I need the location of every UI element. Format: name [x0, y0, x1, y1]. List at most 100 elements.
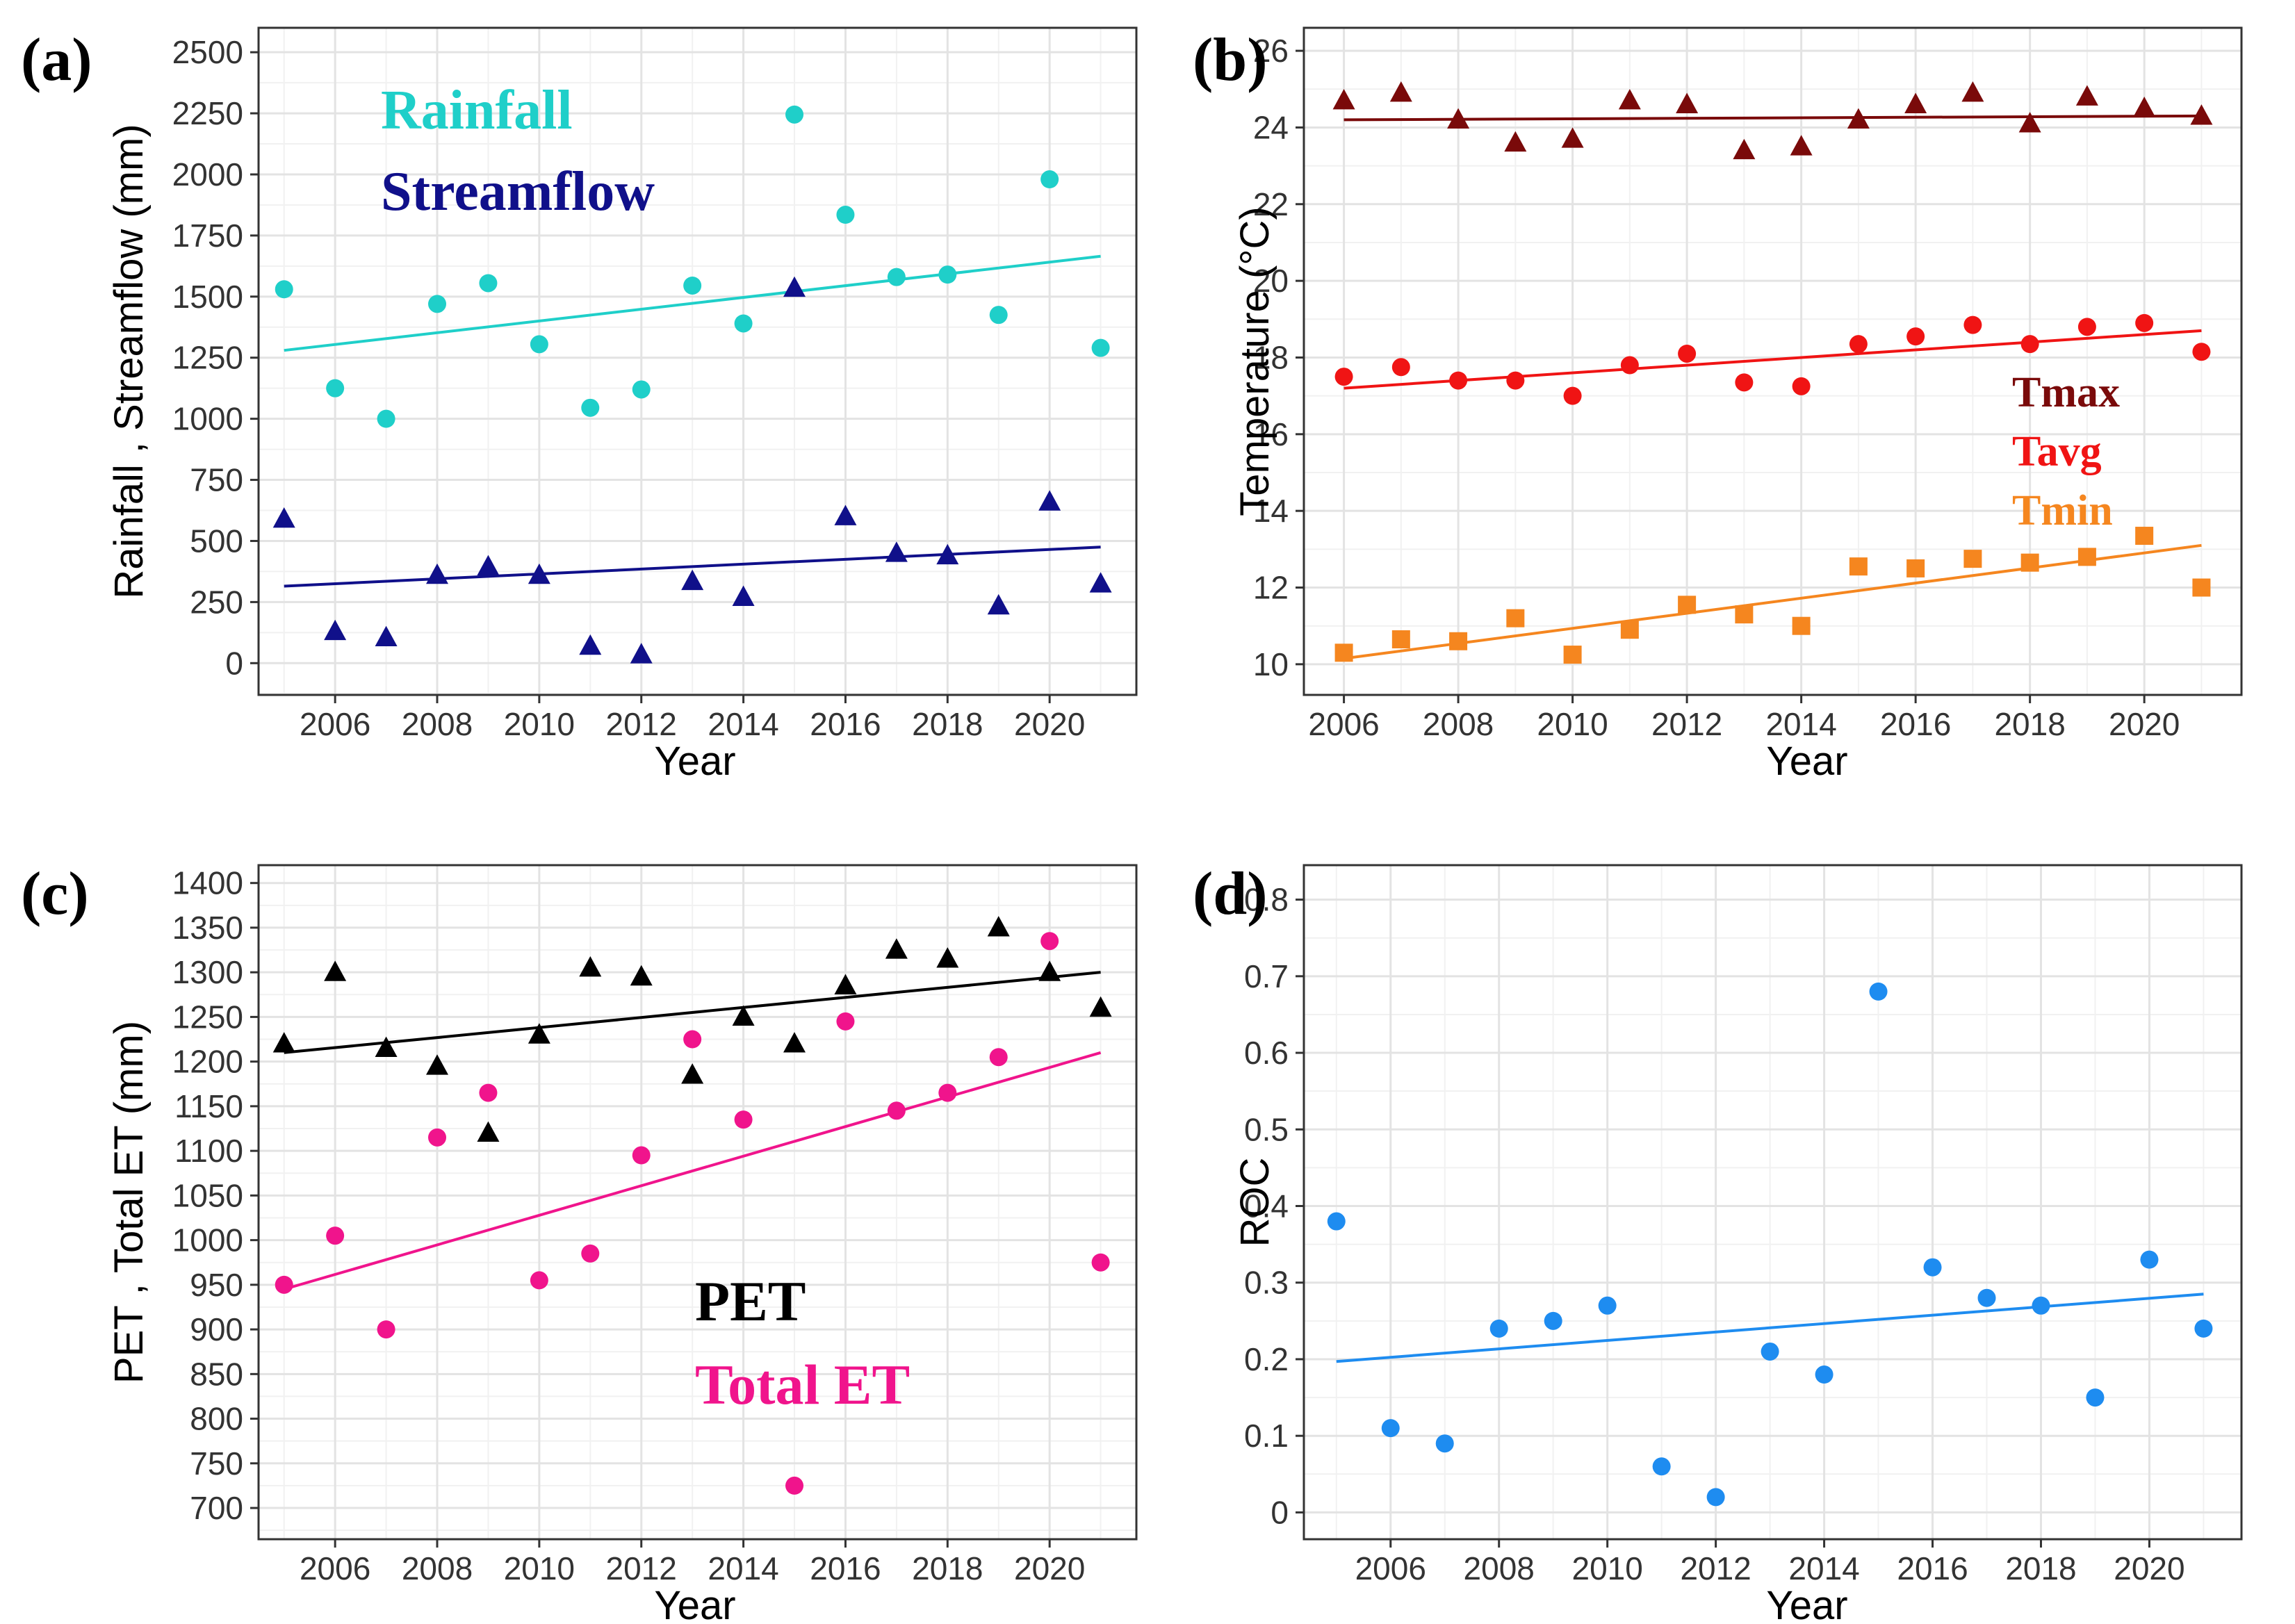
- data-point-tmin: [1563, 646, 1582, 664]
- data-point-tavg: [1620, 356, 1639, 375]
- data-point-roc: [1381, 1419, 1400, 1438]
- y-tick-label: 750: [190, 462, 243, 498]
- series-roc: [1327, 982, 2213, 1507]
- data-point-tavg: [1678, 344, 1697, 363]
- panel-label: (d): [1193, 860, 1268, 928]
- data-point-streamflow: [834, 505, 857, 525]
- data-point-streamflow: [885, 541, 908, 562]
- data-point-roc: [1761, 1342, 1779, 1361]
- data-point-tmin: [2135, 527, 2154, 546]
- data-point-roc: [1489, 1319, 1508, 1338]
- data-point-pet: [324, 960, 347, 981]
- y-tick-label: 0.5: [1244, 1111, 1289, 1147]
- data-point-pet: [477, 1121, 500, 1142]
- trend-line: [1343, 329, 2202, 390]
- data-point-tmax: [1904, 92, 1927, 113]
- data-point-streamflow: [426, 563, 449, 584]
- y-tick-label: 750: [190, 1445, 243, 1482]
- legend-tmin: Tmin: [2012, 487, 2113, 534]
- panel-d: 2006 2008 2010 2012 2014 2016 2018 2020 0 0.1 0.2 0…: [1193, 860, 2243, 1624]
- data-point-rainfall: [275, 280, 293, 299]
- data-point-streamflow: [528, 563, 550, 584]
- data-point-rainfall: [836, 206, 855, 224]
- data-point-tavg: [1563, 386, 1582, 405]
- data-point-pet: [681, 1063, 704, 1084]
- data-point-rainfall: [428, 295, 447, 313]
- data-point-rainfall: [530, 335, 548, 354]
- series-tmax: Tmax: [1332, 81, 2213, 416]
- y-tick-label: 26: [1253, 33, 1289, 69]
- x-tick-label: 2008: [1464, 1550, 1535, 1586]
- trend-line: [284, 254, 1101, 352]
- y-tick-label: 0: [225, 645, 243, 681]
- plot-frame: [257, 864, 1138, 1541]
- data-point-total-et: [938, 1083, 957, 1102]
- data-point-tavg: [1735, 373, 1754, 392]
- data-point-pet: [885, 938, 908, 959]
- y-tick-label: 12: [1253, 570, 1289, 606]
- data-point-total-et: [1091, 1253, 1110, 1272]
- plot-frame: [257, 26, 1138, 696]
- x-tick-label: 2012: [1680, 1550, 1751, 1586]
- data-point-streamflow: [272, 507, 295, 528]
- x-tick-label: 2014: [1788, 1550, 1859, 1586]
- series-tavg: Tavg: [1334, 313, 2211, 475]
- y-tick-label: 22: [1253, 186, 1289, 222]
- x-tick-label: 2018: [1994, 706, 2065, 742]
- y-axis-title: Rainfall , Streamflow (mm): [106, 124, 152, 598]
- legend-pet: PET: [695, 1270, 806, 1333]
- y-tick-label: 700: [190, 1490, 243, 1526]
- data-point-total-et: [326, 1227, 345, 1245]
- data-point-tmin: [1506, 609, 1525, 628]
- data-point-rainfall: [326, 379, 345, 397]
- y-tick-label: 850: [190, 1356, 243, 1392]
- data-point-pet: [630, 965, 653, 986]
- data-point-tmax: [2075, 85, 2098, 106]
- data-point-total-et: [887, 1101, 906, 1120]
- data-point-rainfall: [887, 268, 906, 286]
- x-tick-label: 2018: [2005, 1550, 2076, 1586]
- data-point-tmin: [1334, 643, 1353, 662]
- y-tick-label: 0.1: [1244, 1418, 1289, 1454]
- data-point-pet: [579, 955, 602, 977]
- x-tick-label: 2020: [2114, 1550, 2184, 1586]
- y-axis-title: Temperature (°C): [1232, 206, 1277, 516]
- y-tick-label: 24: [1253, 109, 1289, 145]
- data-point-rainfall: [1040, 170, 1059, 189]
- plot-area: [1304, 865, 2241, 1539]
- series-rainfall: Rainfall: [275, 80, 1110, 428]
- data-point-tmax: [1447, 108, 1470, 129]
- panel-label: (c): [21, 860, 89, 928]
- y-tick-label: 0.3: [1244, 1265, 1289, 1301]
- y-tick-label: 20: [1253, 263, 1289, 299]
- data-point-roc: [1923, 1258, 1942, 1277]
- data-point-total-et: [1040, 932, 1059, 951]
- data-point-tmin: [1849, 557, 1868, 576]
- data-point-tmax: [1389, 81, 1412, 102]
- data-point-tavg: [1792, 377, 1811, 395]
- data-point-tavg: [2020, 335, 2039, 354]
- data-point-pet: [272, 1032, 295, 1053]
- x-tick-label: 2016: [1880, 706, 1951, 742]
- data-point-rainfall: [377, 409, 395, 428]
- y-tick-label: 250: [190, 584, 243, 620]
- data-point-tavg: [1849, 335, 1868, 354]
- y-tick-label: 1050: [172, 1177, 243, 1213]
- data-point-tmin: [1735, 605, 1754, 624]
- data-point-rainfall: [581, 398, 600, 417]
- y-tick-label: 18: [1253, 339, 1289, 375]
- data-point-rainfall: [734, 314, 753, 333]
- data-point-streamflow: [732, 585, 755, 606]
- data-point-roc: [1652, 1457, 1671, 1476]
- data-point-total-et: [428, 1128, 447, 1147]
- series-streamflow: Streamflow: [272, 161, 1112, 664]
- data-point-total-et: [377, 1320, 395, 1339]
- y-tick-label: 14: [1253, 493, 1289, 529]
- y-tick-label: 0.7: [1244, 958, 1289, 994]
- data-point-tmax: [1618, 89, 1641, 110]
- data-point-streamflow: [1089, 572, 1112, 593]
- data-point-roc: [2086, 1388, 2105, 1407]
- x-tick-label: 2008: [402, 1550, 473, 1586]
- legend-total-et: Total ET: [695, 1353, 910, 1416]
- data-point-streamflow: [630, 643, 653, 664]
